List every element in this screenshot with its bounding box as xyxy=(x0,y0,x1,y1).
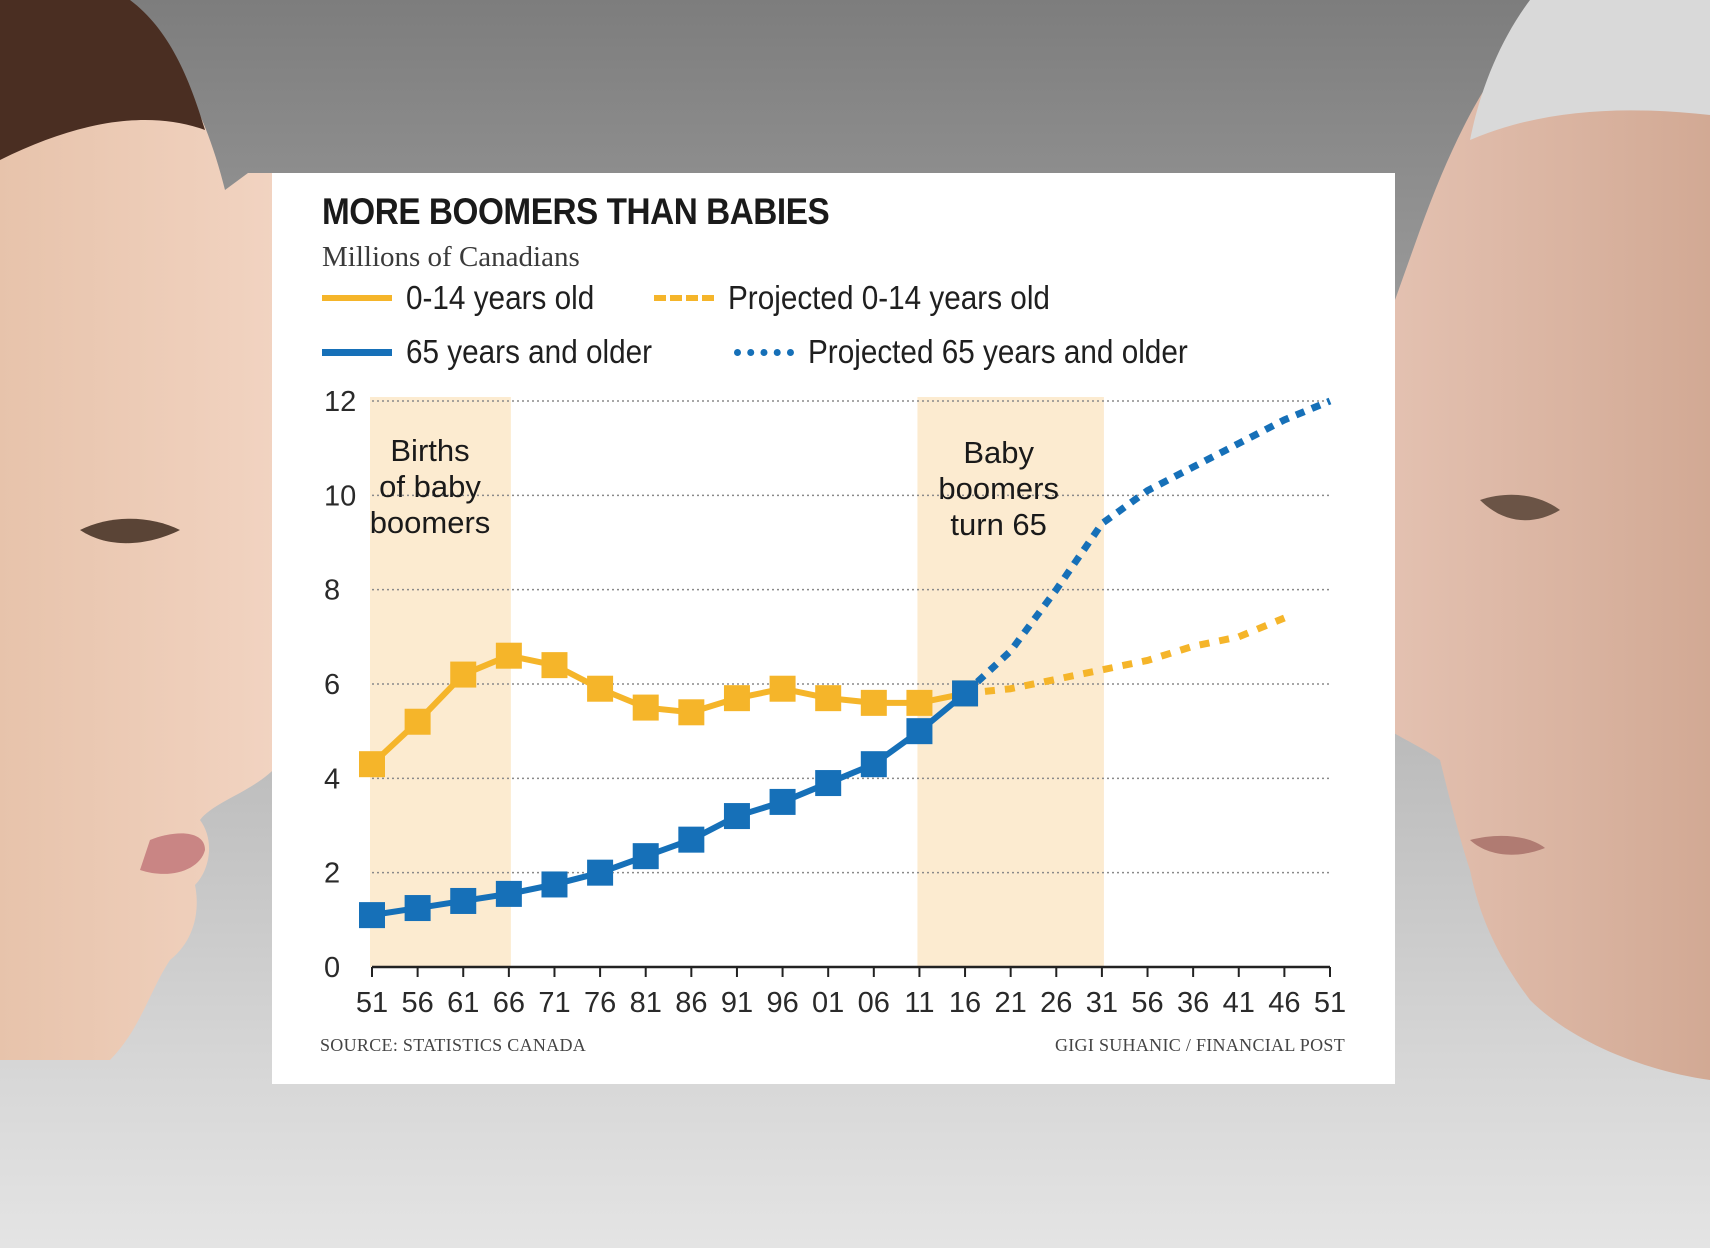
old-lips xyxy=(1470,835,1545,855)
legend-label: Projected 0-14 years old xyxy=(728,279,1050,316)
x-tick-label: 86 xyxy=(675,987,707,1019)
legend-swatch-dashed-yellow xyxy=(654,295,714,301)
legend-item-65-older: 65 years and older xyxy=(322,332,679,372)
x-tick-label: 11 xyxy=(904,987,934,1019)
x-tick-label: 71 xyxy=(538,987,570,1019)
data-point xyxy=(495,642,522,669)
legend-item-0-14: 0-14 years old xyxy=(322,278,615,318)
y-tick-label: 0 xyxy=(324,952,340,984)
data-point xyxy=(678,699,705,726)
data-point xyxy=(860,689,887,716)
y-tick-label: 8 xyxy=(324,575,340,607)
data-point xyxy=(450,661,477,688)
data-point xyxy=(587,859,614,886)
x-tick-label: 61 xyxy=(447,987,479,1019)
y-tick-label: 6 xyxy=(324,669,340,701)
x-tick-label: 66 xyxy=(493,987,525,1019)
annotation-line: Baby xyxy=(963,435,1034,470)
x-tick-label: 36 xyxy=(1177,987,1209,1019)
data-point xyxy=(906,718,933,745)
x-tick-label: 31 xyxy=(1086,987,1118,1019)
x-tick-label: 01 xyxy=(812,987,844,1019)
x-tick-label: 76 xyxy=(584,987,616,1019)
legend-item-projected-0-14: Projected 0-14 years old xyxy=(654,278,1086,318)
data-point xyxy=(723,803,750,830)
x-tick-label: 26 xyxy=(1040,987,1072,1019)
x-tick-label: 56 xyxy=(1131,987,1163,1019)
credit-note: GIGI SUHANIC / FINANCIAL POST xyxy=(1054,1035,1345,1055)
data-point xyxy=(632,694,659,721)
data-point xyxy=(769,675,796,702)
legend-swatch-solid-yellow xyxy=(322,295,392,301)
data-point xyxy=(359,902,385,929)
x-tick-label: 46 xyxy=(1268,987,1300,1019)
data-point xyxy=(632,843,659,870)
x-tick-label: 91 xyxy=(721,987,753,1019)
chart-card: MORE BOOMERS THAN BABIES Millions of Can… xyxy=(272,173,1395,1084)
chart-title: MORE BOOMERS THAN BABIES xyxy=(322,191,830,232)
old-eye xyxy=(1480,494,1560,521)
chart-subtitle: Millions of Canadians xyxy=(322,241,580,273)
data-point xyxy=(769,788,796,815)
data-point xyxy=(678,826,705,853)
annotation-line: turn 65 xyxy=(950,507,1047,542)
legend-label: Projected 65 years and older xyxy=(808,333,1188,370)
legend-swatch-dotted-blue xyxy=(734,348,794,356)
legend-item-projected-65-older: Projected 65 years and older xyxy=(734,332,1230,372)
series-line-2 xyxy=(964,614,1286,697)
y-tick-label: 2 xyxy=(324,858,340,890)
old-face xyxy=(1363,0,1710,1080)
x-tick-label: 56 xyxy=(401,987,433,1019)
data-point xyxy=(860,751,887,778)
x-tick-label: 51 xyxy=(1314,987,1346,1019)
annotation-line: boomers xyxy=(370,505,491,540)
x-tick-label: 96 xyxy=(766,987,798,1019)
data-point xyxy=(404,708,431,735)
series-line-4 xyxy=(962,397,1332,696)
legend-label: 65 years and older xyxy=(406,333,653,370)
annotation-line: of baby xyxy=(379,469,481,504)
x-tick-label: 21 xyxy=(995,987,1027,1019)
young-lips xyxy=(140,833,205,874)
old-hair xyxy=(1470,0,1710,140)
annotation-line: boomers xyxy=(938,471,1059,506)
x-tick-label: 06 xyxy=(858,987,890,1019)
data-point xyxy=(359,751,385,778)
y-tick-label: 10 xyxy=(324,480,356,512)
x-tick-label: 16 xyxy=(949,987,981,1019)
data-point xyxy=(906,689,933,716)
data-point xyxy=(450,887,477,914)
data-point xyxy=(723,685,750,712)
data-point xyxy=(541,652,568,679)
data-point xyxy=(815,685,842,712)
data-point xyxy=(404,895,431,922)
legend-swatch-solid-blue xyxy=(322,348,392,356)
x-tick-label: 81 xyxy=(630,987,662,1019)
data-point xyxy=(541,871,568,898)
young-hair xyxy=(0,0,205,160)
annotation-line: Births xyxy=(390,433,469,468)
data-point xyxy=(815,770,842,797)
data-point xyxy=(587,675,614,702)
x-tick-label: 51 xyxy=(356,987,388,1019)
source-note: SOURCE: STATISTICS CANADA xyxy=(320,1035,587,1055)
y-tick-label: 4 xyxy=(324,763,340,795)
y-tick-label: 12 xyxy=(324,386,356,418)
legend-label: 0-14 years old xyxy=(406,279,595,316)
data-point xyxy=(495,880,522,907)
young-eye xyxy=(80,518,180,544)
x-tick-label: 41 xyxy=(1223,987,1255,1019)
